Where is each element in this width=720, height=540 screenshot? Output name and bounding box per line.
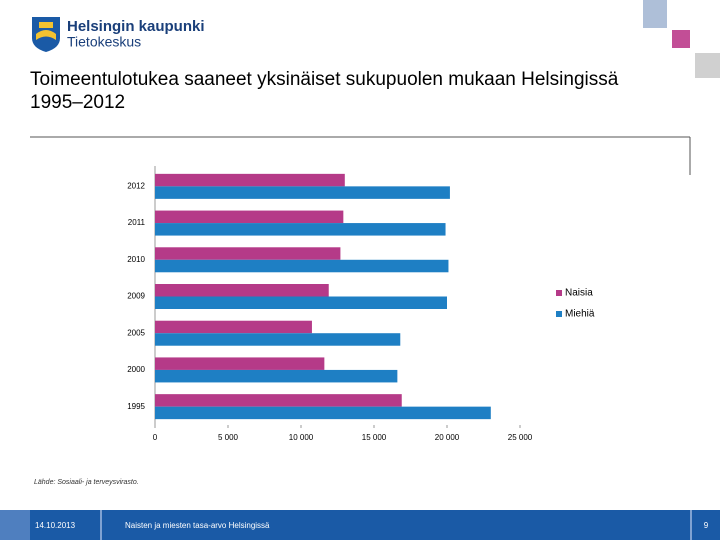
bar <box>155 210 344 224</box>
bar <box>155 406 491 420</box>
y-tick-label: 2010 <box>127 255 145 264</box>
page-number: 9 <box>704 521 709 530</box>
chart-title: Toimeentulotukea saaneet yksinäiset suku… <box>30 69 619 113</box>
x-tick-label: 0 <box>153 433 158 442</box>
logo <box>32 17 60 52</box>
deco <box>695 53 720 78</box>
unit-name: Tietokeskus <box>67 34 141 50</box>
bar <box>155 223 446 236</box>
footer-divider <box>100 510 102 540</box>
bar <box>155 369 398 383</box>
legend-label: Miehiä <box>565 309 595 320</box>
bar <box>155 320 312 334</box>
bar <box>155 296 447 309</box>
y-tick-label: 2005 <box>127 328 145 337</box>
bar <box>155 186 450 199</box>
x-tick-label: 10 000 <box>289 433 314 442</box>
org-name: Helsingin kaupunki <box>67 18 205 35</box>
y-tick-label: 1995 <box>127 402 145 411</box>
footer-deco <box>0 510 30 540</box>
footer-date: 14.10.2013 <box>35 521 76 530</box>
bar <box>155 333 401 346</box>
legend-swatch <box>556 290 562 296</box>
y-tick-label: 2009 <box>127 292 145 301</box>
x-tick-label: 15 000 <box>362 433 387 442</box>
legend-label: Naisia <box>565 288 593 299</box>
footer-text: Naisten ja miesten tasa-arvo Helsingissä <box>125 521 270 530</box>
y-tick-label: 2012 <box>127 181 145 190</box>
source: Lähde: Sosiaali- ja terveysvirasto. <box>34 479 139 486</box>
bar <box>155 247 341 260</box>
x-tick-label: 20 000 <box>435 433 460 442</box>
bar <box>155 357 325 370</box>
bar <box>155 284 329 297</box>
bar <box>155 259 449 273</box>
legend-swatch <box>556 311 562 317</box>
deco <box>672 30 690 48</box>
x-tick-label: 25 000 <box>508 433 533 442</box>
y-tick-label: 2011 <box>128 218 146 227</box>
bar <box>155 173 345 187</box>
x-tick-label: 5 000 <box>218 433 239 442</box>
deco <box>643 0 667 28</box>
footer-divider <box>690 510 692 540</box>
bar <box>155 394 402 407</box>
footer-bar <box>0 510 720 540</box>
y-tick-label: 2000 <box>127 365 145 374</box>
title-box: Toimeentulotukea saaneet yksinäiset suku… <box>30 69 619 113</box>
